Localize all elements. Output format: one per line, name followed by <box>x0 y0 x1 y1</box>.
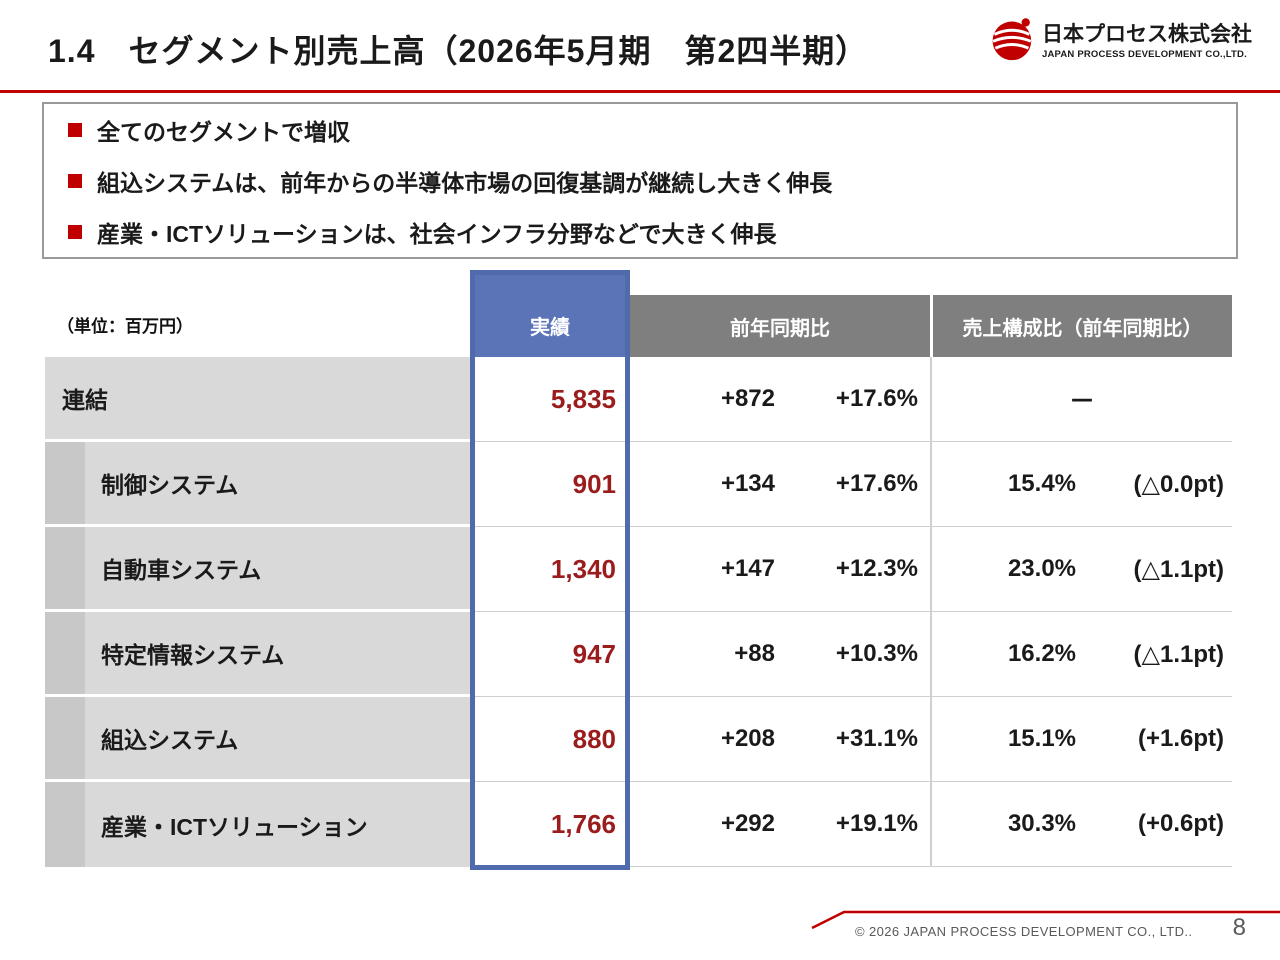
yoy-cell: +88 +10.3% <box>630 612 930 697</box>
actual-value: 5,835 <box>470 357 630 442</box>
yoy-pct-value: +19.1% <box>835 810 918 837</box>
row-label: 連結 <box>45 357 470 442</box>
highlight-text: 全てのセグメントで増収 <box>97 118 350 145</box>
yoy-pct-value: +17.6% <box>835 470 918 497</box>
column-header-yoy: 前年同期比 <box>630 295 930 357</box>
yoy-cell: +134 +17.6% <box>630 442 930 527</box>
copyright: © 2026 JAPAN PROCESS DEVELOPMENT CO., LT… <box>855 924 1193 939</box>
highlight-text: 産業・ICTソリューションは、社会インフラ分野などで大きく伸長 <box>97 220 777 247</box>
segment-sales-table: （単位：百万円） 実績 前年同期比 売上構成比（前年同期比） 連結 5,835 … <box>45 270 1232 870</box>
actual-value: 1,340 <box>470 527 630 612</box>
share-cell: － <box>930 357 1232 442</box>
yoy-abs-value: +88 <box>734 640 775 667</box>
highlight-item: 産業・ICTソリューションは、社会インフラ分野などで大きく伸長 <box>68 215 1212 249</box>
row-label: 特定情報システム <box>45 612 470 697</box>
share-cell: 15.1% (+1.6pt) <box>930 697 1232 782</box>
yoy-pct-value: +17.6% <box>835 385 918 412</box>
table-body: 連結 5,835 +872 +17.6% － 制御システム 901 +134 +… <box>45 357 1232 867</box>
share-pct-value: 30.3% <box>1007 810 1077 837</box>
yoy-pct-value: +12.3% <box>835 555 918 582</box>
yoy-cell: +208 +31.1% <box>630 697 930 782</box>
company-logo: 日本プロセス株式会社 JAPAN PROCESS DEVELOPMENT CO.… <box>988 16 1252 62</box>
row-label: 産業・ICTソリューション <box>45 782 470 867</box>
actual-value: 1,766 <box>470 782 630 867</box>
share-dash: － <box>1068 385 1095 416</box>
company-logo-icon <box>992 18 1032 61</box>
share-pt-value: (+1.6pt) <box>1137 725 1224 752</box>
share-pct-value: 15.1% <box>1007 725 1077 752</box>
unit-label: （単位：百万円） <box>57 317 193 336</box>
yoy-cell: +292 +19.1% <box>630 782 930 867</box>
share-cell: 23.0% (△1.1pt) <box>930 527 1232 612</box>
highlights-box: 全てのセグメントで増収 組込システムは、前年からの半導体市場の回復基調が継続し大… <box>42 102 1238 259</box>
bullet-icon <box>68 122 82 137</box>
share-cell: 30.3% (+0.6pt) <box>930 782 1232 867</box>
yoy-abs-value: +134 <box>720 470 775 497</box>
table-row: 特定情報システム 947 +88 +10.3% 16.2% (△1.1pt) <box>45 612 1232 697</box>
bullet-icon <box>68 173 82 188</box>
share-pt-value: (+0.6pt) <box>1137 810 1224 837</box>
share-pt-value: (△0.0pt) <box>1133 470 1224 498</box>
actual-value: 901 <box>470 442 630 527</box>
share-pt-value: (△1.1pt) <box>1133 555 1224 583</box>
yoy-abs-value: +292 <box>720 810 775 837</box>
header-divider <box>0 90 1280 93</box>
yoy-abs-value: +872 <box>720 385 775 412</box>
actual-value: 947 <box>470 612 630 697</box>
actual-value: 880 <box>470 697 630 782</box>
column-header-actual: 実績 <box>470 270 630 357</box>
table-row: 制御システム 901 +134 +17.6% 15.4% (△0.0pt) <box>45 442 1232 527</box>
table-row: 組込システム 880 +208 +31.1% 15.1% (+1.6pt) <box>45 697 1232 782</box>
yoy-cell: +872 +17.6% <box>630 357 930 442</box>
yoy-pct-value: +10.3% <box>835 640 918 667</box>
yoy-cell: +147 +12.3% <box>630 527 930 612</box>
footer-accent-line <box>811 910 1280 930</box>
company-name-ja: 日本プロセス株式会社 <box>1042 23 1252 46</box>
table-row-consolidated: 連結 5,835 +872 +17.6% － <box>45 357 1232 442</box>
bullet-icon <box>68 224 82 239</box>
yoy-abs-value: +208 <box>720 725 775 752</box>
highlight-item: 全てのセグメントで増収 <box>68 113 1212 147</box>
row-label: 自動車システム <box>45 527 470 612</box>
page-title: 1.4 セグメント別売上高（2026年5月期 第2四半期） <box>48 33 869 69</box>
table-row: 自動車システム 1,340 +147 +12.3% 23.0% (△1.1pt) <box>45 527 1232 612</box>
share-cell: 15.4% (△0.0pt) <box>930 442 1232 527</box>
highlight-text: 組込システムは、前年からの半導体市場の回復基調が継続し大きく伸長 <box>97 169 833 196</box>
share-pct-value: 15.4% <box>1007 470 1077 497</box>
share-cell: 16.2% (△1.1pt) <box>930 612 1232 697</box>
yoy-pct-value: +31.1% <box>835 725 918 752</box>
share-pct-value: 16.2% <box>1007 640 1077 667</box>
highlight-item: 組込システムは、前年からの半導体市場の回復基調が継続し大きく伸長 <box>68 164 1212 198</box>
share-pt-value: (△1.1pt) <box>1133 640 1224 668</box>
company-name: 日本プロセス株式会社 JAPAN PROCESS DEVELOPMENT CO.… <box>1042 18 1252 60</box>
column-header-share: 売上構成比（前年同期比） <box>930 295 1232 357</box>
company-name-en: JAPAN PROCESS DEVELOPMENT CO.,LTD. <box>1042 49 1247 60</box>
yoy-abs-value: +147 <box>720 555 775 582</box>
page-number: 8 <box>1232 914 1246 941</box>
share-pct-value: 23.0% <box>1007 555 1077 582</box>
row-label: 制御システム <box>45 442 470 527</box>
row-label: 組込システム <box>45 697 470 782</box>
table-row: 産業・ICTソリューション 1,766 +292 +19.1% 30.3% (+… <box>45 782 1232 867</box>
